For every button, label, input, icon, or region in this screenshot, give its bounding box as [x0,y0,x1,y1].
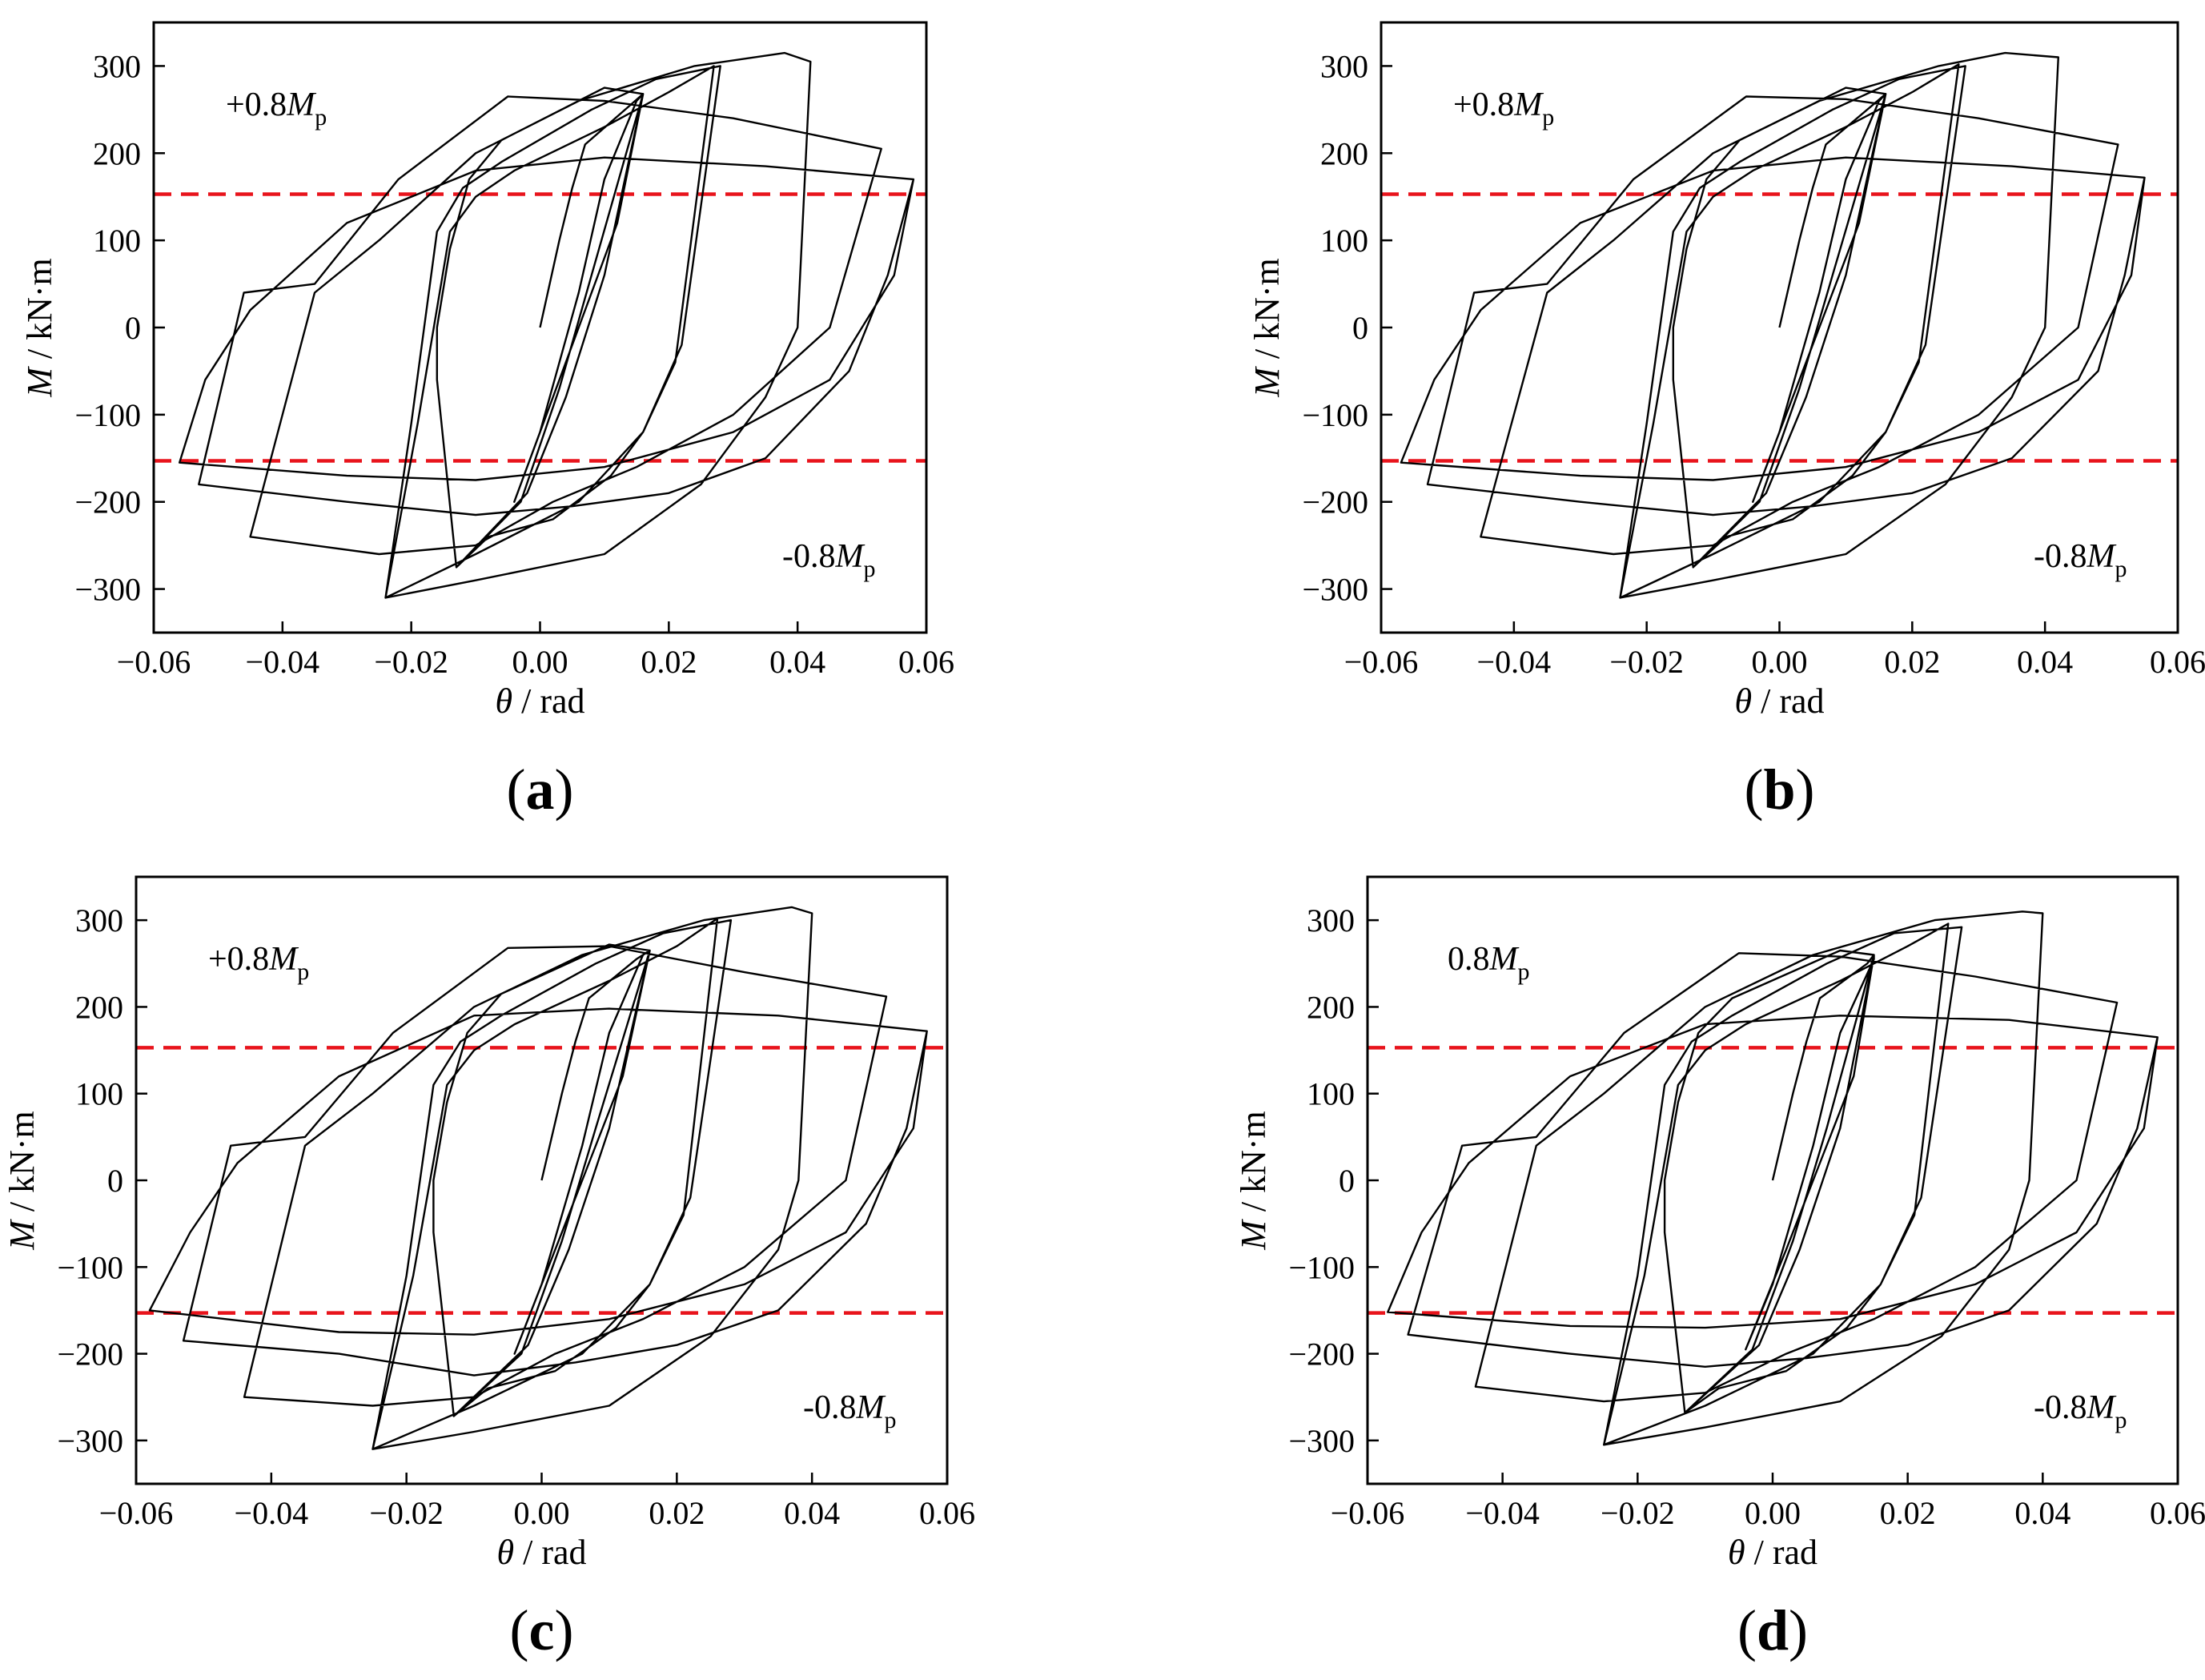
hysteresis-curve [1387,910,2159,1446]
x-axis-label: θ / rad [1728,1533,1817,1572]
x-tick-label: 0.02 [649,1495,705,1531]
x-tick-label: −0.02 [369,1495,444,1531]
negative-limit-annotation: -0.8Mp [2034,538,2127,582]
y-tick-label: 200 [1320,135,1368,171]
y-tick-label: −200 [74,484,141,520]
x-tick-label: 0.04 [2014,1495,2070,1531]
y-tick-label: −100 [57,1249,123,1285]
panel-b: −0.06 −0.04 −0.02 0.00 0.02 0.04 0.06 −300 −200 −… [1247,21,2205,822]
y-tick-label: 300 [1307,902,1355,938]
y-tick-label: −100 [1288,1249,1355,1285]
panel-label: (b) [1744,758,1814,822]
y-tick-label: −200 [1288,1336,1355,1373]
y-tick-label: 300 [1320,48,1368,84]
x-tick-label: −0.02 [1609,644,1684,680]
x-axis-label: θ / rad [496,1533,586,1572]
positive-limit-annotation: 0.8Mp [1448,941,1530,985]
x-tick-label: −0.04 [1465,1495,1540,1531]
x-tick-label: 0.06 [919,1495,975,1531]
y-tick-label: 300 [93,48,141,84]
x-tick-label: −0.04 [1477,644,1552,680]
x-tick-label: 0.00 [1752,644,1808,680]
x-axis-label: θ / rad [495,681,584,721]
x-axis-label: θ / rad [1734,681,1824,721]
y-tick-label: 0 [107,1163,123,1199]
x-tick-label: 0.04 [769,644,825,680]
y-tick-label: −300 [1302,572,1368,608]
positive-limit-annotation: +0.8Mp [208,941,309,985]
panel-label: (a) [507,758,574,822]
y-tick-label: 100 [1307,1076,1355,1112]
y-tick-label: −100 [74,397,141,433]
x-tick-label: −0.06 [117,644,191,680]
panel-label: (c) [510,1598,574,1662]
y-tick-label: 0 [1352,310,1368,346]
x-tick-label: 0.06 [898,644,954,680]
hysteresis-curve [179,51,915,599]
y-tick-label: −100 [1302,397,1368,433]
x-tick-label: 0.02 [641,644,697,680]
x-tick-label: 0.00 [514,1495,570,1531]
y-tick-label: 100 [93,223,141,259]
x-tick-label: 0.02 [1880,1495,1936,1531]
x-tick-label: 0.00 [512,644,568,680]
y-tick-label: 0 [125,310,141,346]
y-axis-label: M / kN·m [2,1111,42,1251]
negative-limit-annotation: -0.8Mp [782,538,876,582]
panel-d: −0.06 −0.04 −0.02 0.00 0.02 0.04 0.06 −300 −200 −… [1234,875,2205,1662]
x-tick-label: 0.04 [784,1495,840,1531]
y-tick-label: −300 [74,572,141,608]
y-tick-label: 200 [93,135,141,171]
y-tick-label: 300 [75,902,123,938]
x-tick-label: 0.06 [2150,644,2205,680]
panel-a: −0.06 −0.04 −0.02 0.00 0.02 0.04 0.06 −300 −200 −… [20,21,954,822]
x-tick-label: −0.02 [374,644,448,680]
y-tick-label: 0 [1339,1163,1355,1199]
y-tick-label: 200 [1307,989,1355,1025]
panel-c: −0.06 −0.04 −0.02 0.00 0.02 0.04 0.06 −300 −200 −… [2,875,975,1662]
x-tick-label: −0.06 [1344,644,1419,680]
y-axis-label: M / kN·m [1247,258,1287,398]
panel-label: (d) [1737,1598,1808,1662]
x-tick-label: −0.06 [99,1495,174,1531]
x-tick-label: 0.00 [1745,1495,1801,1531]
hysteresis-curve [148,906,928,1450]
x-tick-label: −0.06 [1331,1495,1405,1531]
positive-limit-annotation: +0.8Mp [1453,86,1554,131]
negative-limit-annotation: -0.8Mp [803,1389,897,1433]
y-tick-label: 100 [1320,223,1368,259]
hysteresis-curve [1400,51,2146,599]
y-axis-label: M / kN·m [1234,1111,1273,1251]
x-tick-label: −0.02 [1601,1495,1675,1531]
y-tick-label: 100 [75,1076,123,1112]
y-tick-label: −300 [57,1423,123,1459]
x-tick-label: −0.04 [246,644,320,680]
x-tick-label: −0.04 [235,1495,309,1531]
negative-limit-annotation: -0.8Mp [2034,1389,2127,1433]
y-tick-label: 200 [75,989,123,1025]
x-tick-label: 0.02 [1884,644,1940,680]
y-tick-label: −300 [1288,1423,1355,1459]
x-tick-label: 0.06 [2150,1495,2205,1531]
y-tick-label: −200 [57,1336,123,1373]
positive-limit-annotation: +0.8Mp [226,86,327,131]
y-axis-label: M / kN·m [20,258,59,398]
x-tick-label: 0.04 [2017,644,2073,680]
y-tick-label: −200 [1302,484,1368,520]
